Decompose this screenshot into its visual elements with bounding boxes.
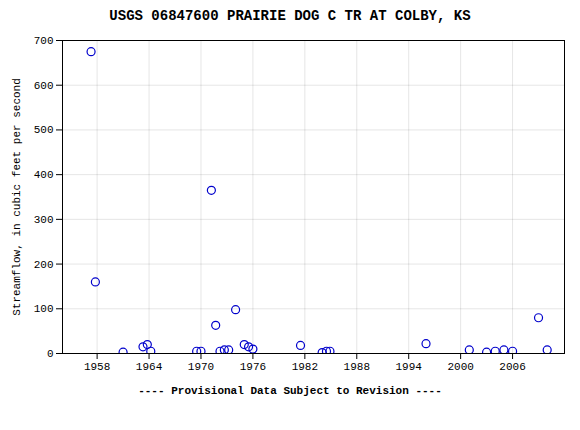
svg-text:2006: 2006 (499, 361, 525, 373)
svg-text:1982: 1982 (292, 361, 318, 373)
svg-text:0: 0 (47, 348, 54, 360)
svg-text:1958: 1958 (84, 361, 110, 373)
svg-text:700: 700 (34, 35, 54, 47)
svg-text:100: 100 (34, 303, 54, 315)
svg-text:2000: 2000 (447, 361, 473, 373)
svg-text:1964: 1964 (136, 361, 163, 373)
svg-text:1970: 1970 (188, 361, 214, 373)
svg-text:200: 200 (34, 259, 54, 271)
svg-text:600: 600 (34, 80, 54, 92)
svg-text:400: 400 (34, 169, 54, 181)
svg-text:Streamflow, in cubic feet per: Streamflow, in cubic feet per second (11, 78, 23, 316)
svg-text:300: 300 (34, 214, 54, 226)
html-text:---- Provisional Data Subject: ---- Provisional Data Subject to Revisio… (138, 385, 442, 397)
svg-text:1976: 1976 (240, 361, 266, 373)
svg-text:1994: 1994 (396, 361, 423, 373)
html-text:USGS 06847600 PRAIRIE DOG C TR: USGS 06847600 PRAIRIE DOG C TR AT COLBY,… (109, 8, 471, 24)
svg-text:500: 500 (34, 124, 54, 136)
svg-text:1988: 1988 (344, 361, 370, 373)
